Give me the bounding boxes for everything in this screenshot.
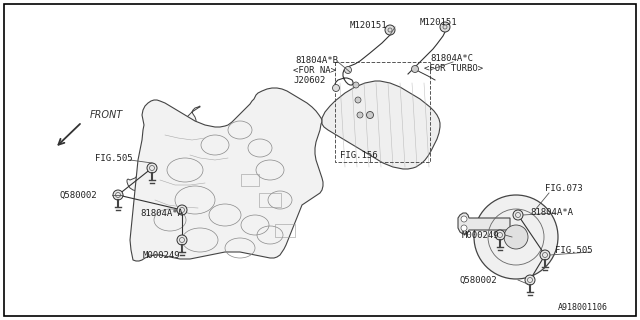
Circle shape (412, 66, 419, 73)
Circle shape (333, 84, 339, 92)
Text: FIG.156: FIG.156 (340, 150, 378, 159)
Circle shape (495, 230, 505, 240)
Polygon shape (458, 213, 510, 234)
Circle shape (385, 25, 395, 35)
Text: J20602: J20602 (293, 76, 325, 84)
Bar (335, 62, 430, 162)
Circle shape (344, 67, 351, 74)
Bar (275, 223, 295, 236)
Text: Q580002: Q580002 (60, 190, 98, 199)
Circle shape (353, 82, 359, 88)
Text: FIG.073: FIG.073 (545, 183, 582, 193)
Circle shape (147, 163, 157, 173)
Circle shape (113, 190, 123, 200)
Text: M000249: M000249 (143, 251, 180, 260)
Text: M120151: M120151 (350, 20, 388, 29)
Circle shape (504, 225, 528, 249)
Text: A918001106: A918001106 (558, 302, 608, 311)
Text: 81804A*A: 81804A*A (140, 209, 183, 218)
Text: <FOR NA>: <FOR NA> (293, 66, 336, 75)
Bar (259, 193, 281, 207)
Text: FRONT: FRONT (90, 110, 124, 120)
Circle shape (357, 112, 363, 118)
Circle shape (177, 205, 187, 215)
Circle shape (525, 275, 535, 285)
Polygon shape (130, 88, 323, 261)
Circle shape (440, 22, 450, 32)
Circle shape (513, 210, 523, 220)
Circle shape (474, 195, 558, 279)
Circle shape (367, 111, 374, 118)
Bar (241, 174, 259, 186)
Text: 81804A*C: 81804A*C (430, 53, 473, 62)
Circle shape (177, 235, 187, 245)
Text: FIG.505: FIG.505 (555, 245, 593, 254)
Circle shape (540, 250, 550, 260)
Polygon shape (322, 81, 440, 169)
Polygon shape (127, 106, 200, 191)
Text: 81804A*B: 81804A*B (295, 55, 338, 65)
Text: FIG.505: FIG.505 (95, 154, 132, 163)
Circle shape (461, 216, 467, 222)
Text: 81804A*A: 81804A*A (530, 207, 573, 217)
Circle shape (355, 97, 361, 103)
Text: M120151: M120151 (420, 18, 458, 27)
Text: <FOR TURBO>: <FOR TURBO> (424, 63, 483, 73)
Text: M000249: M000249 (462, 230, 500, 239)
Text: Q580002: Q580002 (460, 276, 498, 284)
Circle shape (461, 225, 467, 231)
